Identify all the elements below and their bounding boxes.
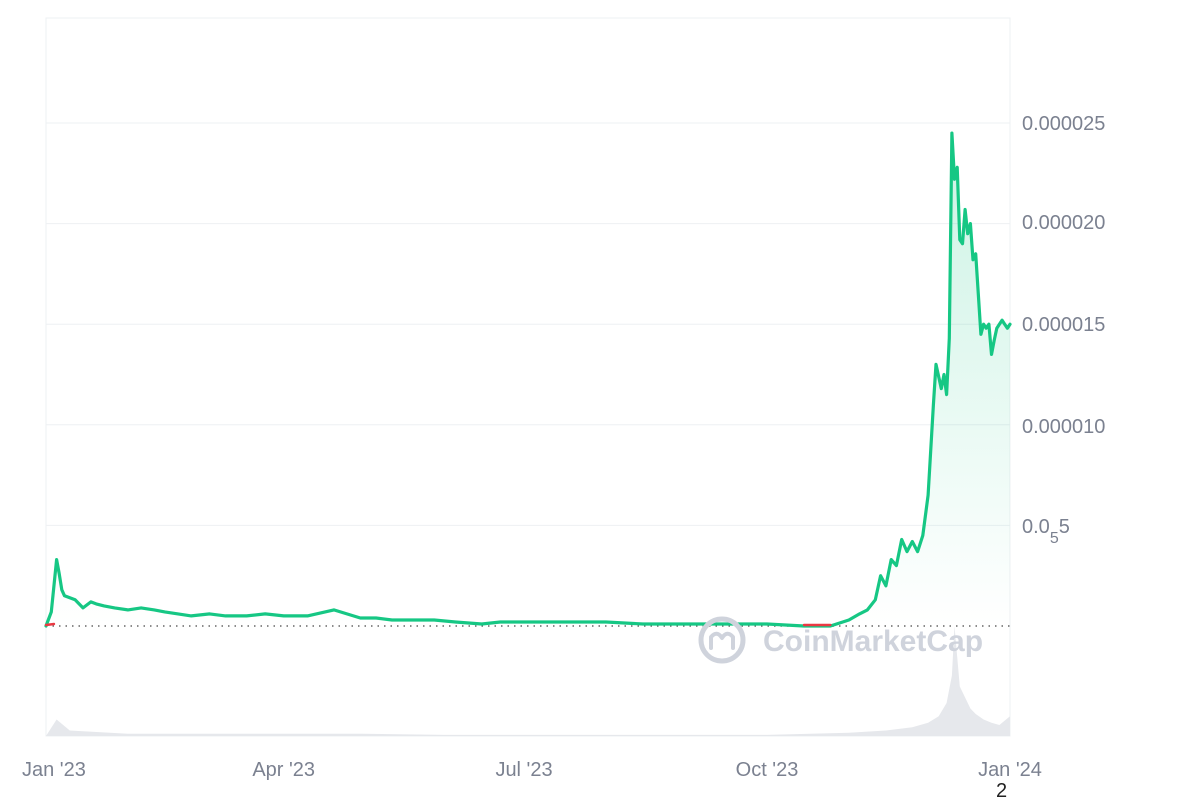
- y-tick-label-0-digit: 5: [1059, 516, 1070, 538]
- price-line-down-segment-start: [44, 622, 56, 627]
- x-axis-ticks: Jan '23 Apr '23 Jul '23 Oct '23 Jan '24: [22, 759, 1042, 781]
- x-tick-label-4: Jan '24: [978, 759, 1042, 781]
- y-tick-label-0: 0.055: [1022, 516, 1070, 547]
- coinmarketcap-logo-icon: [698, 616, 746, 664]
- y-tick-label-4: 0.000025: [1022, 113, 1105, 135]
- watermark-text: CoinMarketCap: [763, 625, 983, 658]
- y-tick-label-0-prefix: 0.0: [1022, 516, 1050, 538]
- price-line: [44, 131, 1012, 628]
- x-tick-label-0: Jan '23: [22, 759, 86, 781]
- price-area: [46, 133, 1010, 626]
- price-line-group: [44, 131, 1012, 628]
- coinmarketcap-watermark: CoinMarketCap: [698, 616, 983, 664]
- y-axis-ticks: 0.055 0.000010 0.000015 0.000020 0.00002…: [1022, 113, 1105, 547]
- y-tick-label-1: 0.000010: [1022, 416, 1105, 438]
- x-tick-label-1: Apr '23: [252, 759, 315, 781]
- price-area-fill: [46, 133, 1010, 626]
- y-tick-label-3: 0.000020: [1022, 212, 1105, 234]
- footnote-number: 2: [996, 780, 1007, 800]
- y-tick-label-2: 0.000015: [1022, 314, 1105, 336]
- x-tick-label-3: Oct '23: [736, 759, 799, 781]
- grid-lines: [46, 18, 1011, 736]
- y-tick-label-0-subscript: 5: [1050, 530, 1059, 547]
- x-tick-label-2: Jul '23: [495, 759, 552, 781]
